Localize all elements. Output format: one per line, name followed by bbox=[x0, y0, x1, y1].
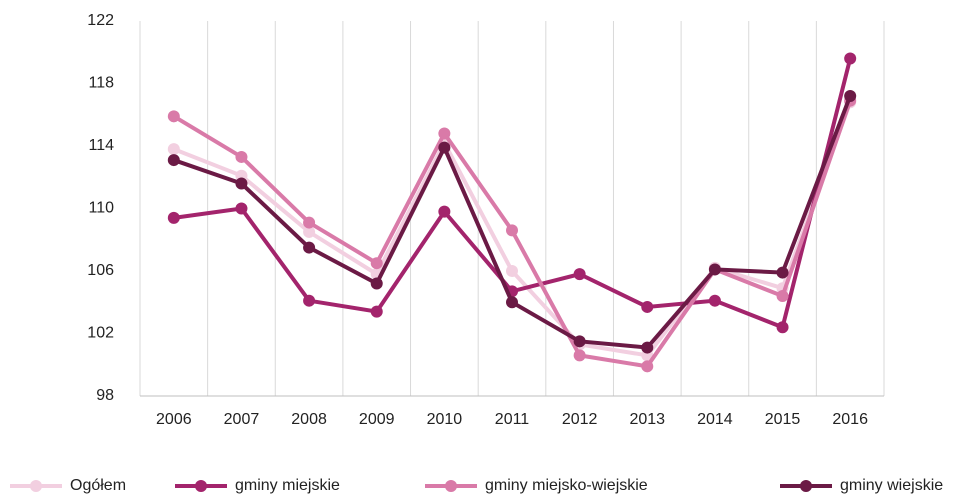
point bbox=[235, 150, 248, 163]
point bbox=[167, 110, 180, 123]
point bbox=[167, 143, 180, 156]
legend-label: gminy miejsko-wiejskie bbox=[485, 477, 648, 494]
legend-marker bbox=[30, 480, 42, 492]
point bbox=[438, 205, 451, 218]
y-tick-label: 98 bbox=[96, 387, 114, 404]
point bbox=[844, 52, 857, 65]
point bbox=[573, 268, 586, 281]
point bbox=[370, 277, 383, 290]
point bbox=[573, 335, 586, 348]
point bbox=[303, 225, 316, 238]
y-tick-label: 118 bbox=[88, 75, 114, 92]
x-tick-label: 2012 bbox=[562, 411, 598, 428]
point bbox=[506, 224, 518, 237]
x-tick-label: 2009 bbox=[359, 411, 395, 428]
y-tick-label: 114 bbox=[88, 137, 114, 154]
x-tick-label: 2011 bbox=[495, 411, 530, 428]
point bbox=[235, 202, 248, 215]
point bbox=[776, 266, 789, 279]
legend-label: gminy miejskie bbox=[235, 477, 340, 494]
point bbox=[641, 341, 654, 354]
x-tick-label: 2014 bbox=[697, 411, 733, 428]
legend-marker bbox=[195, 480, 207, 492]
y-tick-label: 106 bbox=[87, 262, 114, 279]
point bbox=[167, 154, 180, 167]
point bbox=[506, 265, 518, 277]
point bbox=[573, 349, 586, 362]
x-tick-label: 2007 bbox=[224, 411, 260, 428]
x-tick-label: 2008 bbox=[291, 411, 327, 428]
x-tick-label: 2016 bbox=[832, 411, 868, 428]
point bbox=[235, 177, 248, 190]
point bbox=[303, 216, 316, 229]
point bbox=[708, 263, 721, 276]
x-tick-label: 2015 bbox=[765, 411, 801, 428]
point bbox=[776, 321, 789, 334]
y-tick-label: 102 bbox=[87, 325, 114, 342]
point bbox=[641, 360, 654, 373]
y-tick-label: 110 bbox=[88, 200, 114, 217]
point bbox=[303, 241, 316, 254]
legend-label: gminy wiejskie bbox=[840, 477, 943, 494]
x-tick-label: 2013 bbox=[629, 411, 665, 428]
point bbox=[844, 90, 857, 102]
point bbox=[438, 141, 451, 154]
point bbox=[776, 290, 789, 302]
point bbox=[438, 127, 451, 140]
point bbox=[167, 211, 180, 224]
point bbox=[708, 294, 721, 307]
point bbox=[303, 294, 316, 307]
legend-marker bbox=[800, 480, 812, 492]
point bbox=[370, 305, 383, 318]
legend-label: Ogółem bbox=[70, 477, 126, 494]
point bbox=[641, 300, 654, 313]
x-tick-label: 2010 bbox=[427, 411, 463, 428]
point bbox=[506, 296, 518, 309]
x-tick-label: 2006 bbox=[156, 411, 192, 428]
y-tick-label: 122 bbox=[87, 12, 114, 29]
legend-marker bbox=[445, 480, 457, 492]
point bbox=[370, 257, 383, 270]
